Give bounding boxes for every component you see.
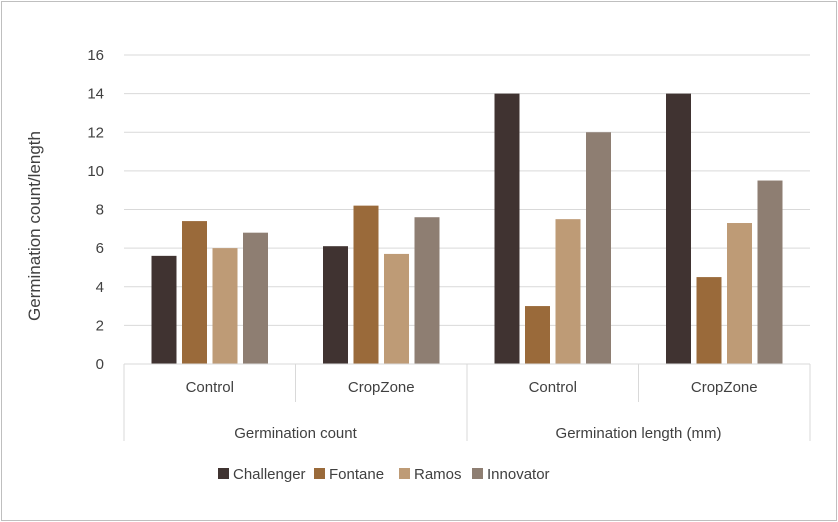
bar-innovator bbox=[243, 232, 268, 364]
bar-ramos bbox=[212, 248, 238, 364]
bar-ramos bbox=[384, 253, 409, 364]
y-tick-label: 8 bbox=[96, 202, 104, 219]
x-category-label: Control bbox=[186, 379, 234, 396]
x-category-labels: Control CropZone Control CropZone bbox=[186, 379, 758, 396]
bar-fontane bbox=[525, 306, 550, 364]
y-tick-label: 0 bbox=[96, 356, 104, 373]
y-tick-labels: 0 2 4 6 8 10 12 14 16 bbox=[87, 47, 104, 373]
x-group-label: Germination count bbox=[234, 425, 357, 442]
y-tick-label: 16 bbox=[87, 47, 104, 64]
legend-label: Ramos bbox=[414, 466, 462, 483]
y-tick-label: 12 bbox=[87, 124, 104, 141]
x-category-label: CropZone bbox=[691, 379, 758, 396]
y-tick-label: 2 bbox=[96, 317, 104, 334]
bars bbox=[151, 93, 783, 364]
x-axis bbox=[123, 363, 811, 441]
bar-challenger bbox=[494, 93, 520, 364]
legend-swatch-innovator bbox=[472, 468, 483, 479]
x-group-labels: Germination count Germination length (mm) bbox=[234, 425, 721, 442]
bar-ramos bbox=[555, 219, 581, 364]
x-category-label: CropZone bbox=[348, 379, 415, 396]
legend-swatch-fontane bbox=[314, 468, 325, 479]
bar-challenger bbox=[151, 255, 177, 364]
bar-fontane bbox=[696, 277, 722, 364]
x-group-label: Germination length (mm) bbox=[556, 425, 722, 442]
y-tick-label: 10 bbox=[87, 163, 104, 180]
legend: Challenger Fontane Ramos Innovator bbox=[218, 466, 550, 483]
bar-challenger bbox=[666, 93, 691, 364]
legend-swatch-challenger bbox=[218, 468, 229, 479]
y-tick-label: 14 bbox=[87, 86, 104, 103]
bar-fontane bbox=[182, 221, 207, 364]
legend-label: Challenger bbox=[233, 466, 306, 483]
y-tick-label: 4 bbox=[96, 279, 104, 296]
bar-ramos bbox=[727, 223, 752, 364]
x-category-label: Control bbox=[529, 379, 577, 396]
legend-label: Fontane bbox=[329, 466, 384, 483]
bar-innovator bbox=[414, 217, 440, 364]
y-axis-label: Germination count/length bbox=[25, 131, 44, 321]
bar-innovator bbox=[586, 132, 611, 364]
y-tick-label: 6 bbox=[96, 240, 104, 257]
bar-challenger bbox=[323, 246, 348, 364]
legend-swatch-ramos bbox=[399, 468, 410, 479]
bar-fontane bbox=[353, 205, 379, 364]
bar-innovator bbox=[757, 180, 783, 364]
legend-label: Innovator bbox=[487, 466, 550, 483]
